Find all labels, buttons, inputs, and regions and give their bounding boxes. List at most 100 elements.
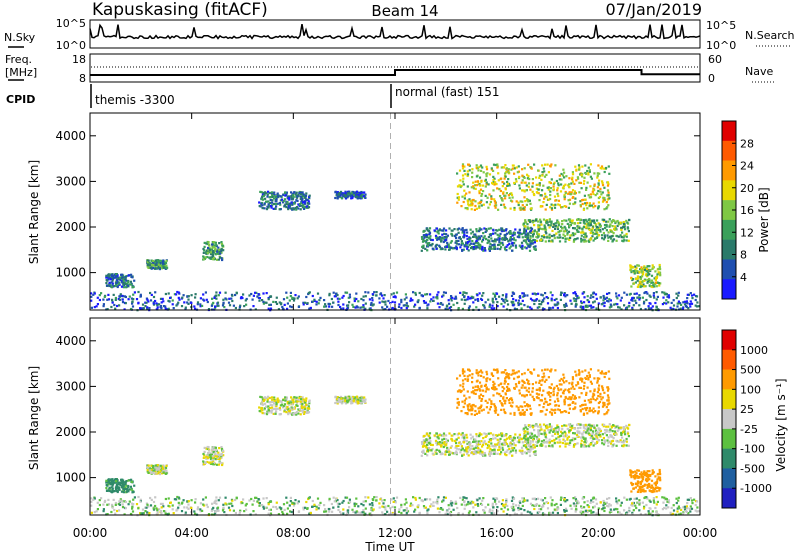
velocity-scatter-cell <box>297 412 300 415</box>
velocity-scatter-cell <box>149 496 152 500</box>
power-scatter-cell <box>568 219 571 222</box>
velocity-scatter-cell <box>116 485 119 488</box>
power-scatter-cell <box>328 294 331 297</box>
power-scatter-cell <box>530 227 534 230</box>
velocity-scatter-cell <box>693 498 696 501</box>
velocity-scatter-cell <box>311 499 314 503</box>
velocity-scatter-cell <box>379 498 382 501</box>
power-scatter-cell <box>625 219 628 222</box>
power-scatter-cell <box>579 221 582 224</box>
power-scatter-cell <box>623 304 626 307</box>
velocity-scatter-cell <box>120 490 124 493</box>
velocity-scatter-cell <box>147 471 150 474</box>
power-scatter-cell <box>582 231 585 234</box>
power-scatter-cell <box>521 189 524 192</box>
power-scatter-cell <box>202 298 205 301</box>
power-scatter-cell <box>193 305 196 308</box>
velocity-scatter-cell <box>262 399 265 402</box>
velocity-scatter-cell <box>210 453 213 456</box>
power-scatter-cell <box>647 307 650 310</box>
velocity-scatter-cell <box>544 497 547 500</box>
velocity-scatter-cell <box>111 506 114 509</box>
power-scatter-cell <box>650 307 653 310</box>
power-scatter-cell <box>448 227 451 230</box>
power-scatter-cell <box>160 265 163 268</box>
velocity-scatter-cell <box>155 513 158 516</box>
velocity-scatter-cell <box>383 499 386 502</box>
velocity-scatter-cell <box>340 397 343 400</box>
velocity-scatter-cell <box>194 512 197 515</box>
power-scatter-cell <box>551 229 554 232</box>
power-scatter-cell <box>129 307 133 311</box>
power-scatter-cell <box>560 229 563 232</box>
velocity-scatter-cell <box>124 487 127 491</box>
power-scatter-cell <box>481 294 484 297</box>
power-scatter-cell <box>443 236 446 239</box>
power-scatter-cell <box>651 267 654 270</box>
power-scatter-cell <box>568 198 572 201</box>
power-scatter-cell <box>608 292 611 295</box>
power-scatter-cell <box>541 228 544 231</box>
velocity-scatter-cell <box>164 471 167 474</box>
power-scatter-cell <box>261 193 264 196</box>
power-scatter-cell <box>262 300 265 303</box>
velocity-scatter-cell <box>403 503 406 506</box>
velocity-scatter-cell <box>287 413 290 416</box>
power-scatter-cell <box>485 228 488 231</box>
velocity-scatter-cell <box>505 513 509 516</box>
power-scatter-cell <box>447 243 450 246</box>
velocity-scatter-cell <box>154 504 157 508</box>
power-scatter-cell <box>514 244 517 247</box>
velocity-scatter-cell <box>268 406 271 410</box>
power-scatter-cell <box>533 302 536 306</box>
velocity-scatter-cell <box>540 505 544 509</box>
power-scatter-cell <box>655 285 658 288</box>
power-scatter-cell <box>465 228 468 231</box>
velocity-scatter-cell <box>270 411 273 414</box>
velocity-scatter-cell <box>275 501 278 504</box>
power-scatter-cell <box>567 192 570 195</box>
power-scatter-cell <box>267 206 270 209</box>
power-scatter-cell <box>457 231 460 234</box>
velocity-scatter-cell <box>217 463 220 466</box>
power-scatter-cell <box>525 241 528 244</box>
power-scatter-cell <box>530 307 533 310</box>
power-scatter-cell <box>258 201 261 204</box>
velocity-scatter-cell <box>224 496 227 499</box>
velocity-scatter-cell <box>325 510 328 513</box>
power-scatter-cell <box>623 225 626 229</box>
velocity-scatter-cell <box>309 511 312 515</box>
velocity-scatter-cell <box>201 509 204 512</box>
velocity-scatter-cell <box>319 501 322 504</box>
power-scatter-cell <box>575 298 578 301</box>
power-scatter-cell <box>173 293 176 296</box>
power-scatter-cell <box>441 247 444 251</box>
power-scatter-cell <box>496 301 499 304</box>
power-scatter-cell <box>463 194 466 197</box>
power-scatter-cell <box>505 237 508 241</box>
power-scatter-cell <box>573 227 576 230</box>
power-scatter-cell <box>529 220 532 224</box>
velocity-scatter-cell <box>550 502 553 505</box>
velocity-scatter-cell <box>287 401 291 405</box>
velocity-scatter-cell <box>212 455 215 458</box>
power-scatter-cell <box>498 295 501 298</box>
power-scatter-cell <box>422 230 425 233</box>
power-scatter-cell <box>512 237 516 240</box>
power-scatter-cell <box>643 268 646 271</box>
power-scatter-cell <box>344 197 348 200</box>
power-scatter-cell <box>605 223 608 226</box>
power-scatter-cell <box>131 300 134 303</box>
power-scatter-cell <box>683 300 686 303</box>
power-scatter-cell <box>482 190 485 193</box>
power-scatter-cell <box>333 295 336 298</box>
velocity-scatter-cell <box>102 503 105 506</box>
power-scatter-cell <box>448 302 451 305</box>
power-scatter-cell <box>216 250 219 253</box>
velocity-scatter-cell <box>441 508 444 511</box>
power-scatter-cell <box>524 233 527 236</box>
power-scatter-cell <box>503 182 506 185</box>
power-scatter-cell <box>231 294 234 297</box>
power-scatter-cell <box>480 199 483 202</box>
power-scatter-cell <box>216 251 219 254</box>
